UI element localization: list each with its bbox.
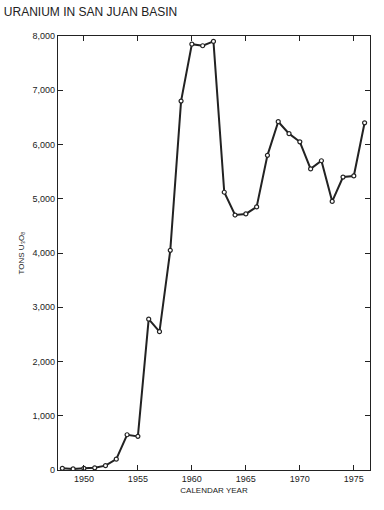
- svg-text:3,000: 3,000: [33, 302, 56, 312]
- svg-text:1955: 1955: [128, 474, 148, 484]
- svg-text:8,000: 8,000: [33, 31, 56, 41]
- svg-text:4,000: 4,000: [33, 248, 56, 258]
- svg-text:1950: 1950: [74, 474, 94, 484]
- svg-text:7,000: 7,000: [33, 85, 56, 95]
- svg-text:1975: 1975: [344, 474, 364, 484]
- svg-text:1965: 1965: [236, 474, 256, 484]
- svg-text:0: 0: [50, 465, 55, 475]
- svg-text:2,000: 2,000: [33, 357, 56, 367]
- svg-text:URANIUM IN SAN JUAN BASIN: URANIUM IN SAN JUAN BASIN: [4, 5, 177, 19]
- svg-text:TONS U₃O₈: TONS U₃O₈: [17, 232, 26, 275]
- svg-text:6,000: 6,000: [33, 140, 56, 150]
- svg-text:1960: 1960: [182, 474, 202, 484]
- svg-text:1,000: 1,000: [33, 411, 56, 421]
- svg-text:CALENDAR YEAR: CALENDAR YEAR: [180, 486, 248, 495]
- svg-text:5,000: 5,000: [33, 194, 56, 204]
- svg-text:1970: 1970: [290, 474, 310, 484]
